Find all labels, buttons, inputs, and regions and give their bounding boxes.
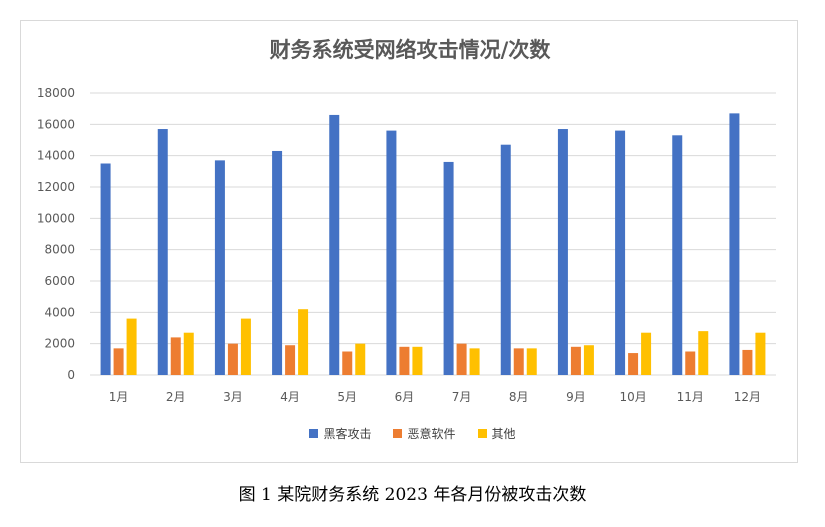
- bar-恶意软件-1月: [113, 348, 124, 375]
- x-tick-label: 1月: [109, 390, 129, 404]
- bar-黑客攻击-8月: [500, 144, 511, 375]
- y-tick-label: 8000: [44, 243, 75, 257]
- y-tick-label: 4000: [44, 305, 75, 319]
- legend-label: 黑客攻击: [323, 427, 372, 441]
- bar-恶意软件-3月: [227, 343, 238, 375]
- bar-其他-6月: [412, 346, 423, 375]
- legend-item: 黑客攻击: [309, 425, 371, 442]
- x-tick-label: 12月: [734, 390, 761, 404]
- bar-黑客攻击-10月: [615, 130, 626, 375]
- y-tick-label: 18000: [37, 86, 75, 100]
- bar-恶意软件-12月: [742, 349, 753, 375]
- bar-其他-12月: [755, 332, 766, 375]
- x-tick-label: 4月: [280, 390, 300, 404]
- bar-恶意软件-2月: [170, 337, 181, 375]
- bar-其他-9月: [583, 345, 594, 375]
- y-tick-label: 0: [67, 368, 75, 382]
- x-axis-ticks: 1月 2月 3月 4月 5月 6月 7月 8月 9月 10月 11月 12月: [109, 390, 761, 404]
- legend-swatch: [477, 429, 487, 438]
- bar-恶意软件-9月: [570, 346, 581, 375]
- x-tick-label: 11月: [677, 390, 704, 404]
- figure-caption: 图 1 某院财务系统 2023 年各月份被攻击次数: [238, 485, 587, 505]
- bar-其他-4月: [298, 309, 309, 375]
- bar-其他-2月: [183, 332, 194, 375]
- x-tick-label: 8月: [509, 390, 529, 404]
- legend-swatch: [393, 429, 403, 438]
- bar-恶意软件-5月: [342, 351, 353, 375]
- legend-item: 其他: [477, 425, 516, 442]
- bar-其他-5月: [355, 343, 366, 375]
- bar-其他-11月: [698, 331, 709, 375]
- bar-恶意软件-11月: [685, 351, 696, 375]
- bar-其他-3月: [240, 318, 251, 375]
- bar-恶意软件-4月: [285, 345, 296, 375]
- x-tick-label: 3月: [223, 390, 243, 404]
- chart-frame: [20, 20, 798, 463]
- y-tick-label: 14000: [37, 149, 75, 163]
- bar-黑客攻击-3月: [214, 160, 225, 375]
- bar-黑客攻击-5月: [329, 114, 340, 375]
- bar-黑客攻击-12月: [729, 113, 740, 375]
- bar-恶意软件-8月: [513, 348, 524, 375]
- bar-黑客攻击-4月: [272, 150, 283, 375]
- bar-其他-7月: [469, 348, 480, 375]
- bar-其他-1月: [126, 318, 137, 375]
- legend-label: 其他: [491, 427, 516, 441]
- legend-swatch: [309, 429, 319, 438]
- x-tick-label: 10月: [619, 390, 646, 404]
- bar-黑客攻击-6月: [386, 130, 397, 375]
- bar-黑客攻击-11月: [672, 135, 683, 375]
- x-tick-label: 5月: [337, 390, 357, 404]
- x-tick-label: 9月: [566, 390, 586, 404]
- bar-黑客攻击-7月: [443, 161, 454, 375]
- y-tick-label: 12000: [37, 180, 75, 194]
- bar-恶意软件-6月: [399, 346, 410, 375]
- bar-恶意软件-10月: [628, 353, 639, 375]
- legend-label: 恶意软件: [407, 427, 456, 441]
- y-tick-label: 6000: [44, 274, 75, 288]
- bar-其他-10月: [641, 332, 652, 375]
- x-tick-label: 2月: [166, 390, 186, 404]
- bar-黑客攻击-1月: [100, 163, 111, 375]
- y-tick-label: 16000: [37, 117, 75, 131]
- bar-黑客攻击-2月: [157, 129, 168, 375]
- chart-title: 财务系统受网络攻击情况/次数: [270, 38, 552, 62]
- legend: 黑客攻击 恶意软件 其他: [0, 425, 825, 442]
- bar-黑客攻击-9月: [557, 129, 568, 375]
- bar-恶意软件-7月: [456, 343, 467, 375]
- bars: [100, 113, 766, 375]
- y-axis-ticks: 0 2000 4000 6000 8000 10000 12000 14000 16000 180…: [37, 86, 75, 382]
- legend-item: 恶意软件: [393, 425, 456, 442]
- gridlines: [90, 92, 776, 376]
- chart: 财务系统受网络攻击情况/次数 0 2000 4000 6000 8000 10000 120…: [37, 38, 776, 404]
- y-tick-label: 2000: [44, 337, 75, 351]
- y-tick-label: 10000: [37, 211, 75, 225]
- x-tick-label: 6月: [395, 390, 415, 404]
- x-tick-label: 7月: [452, 390, 472, 404]
- bar-其他-8月: [526, 348, 537, 375]
